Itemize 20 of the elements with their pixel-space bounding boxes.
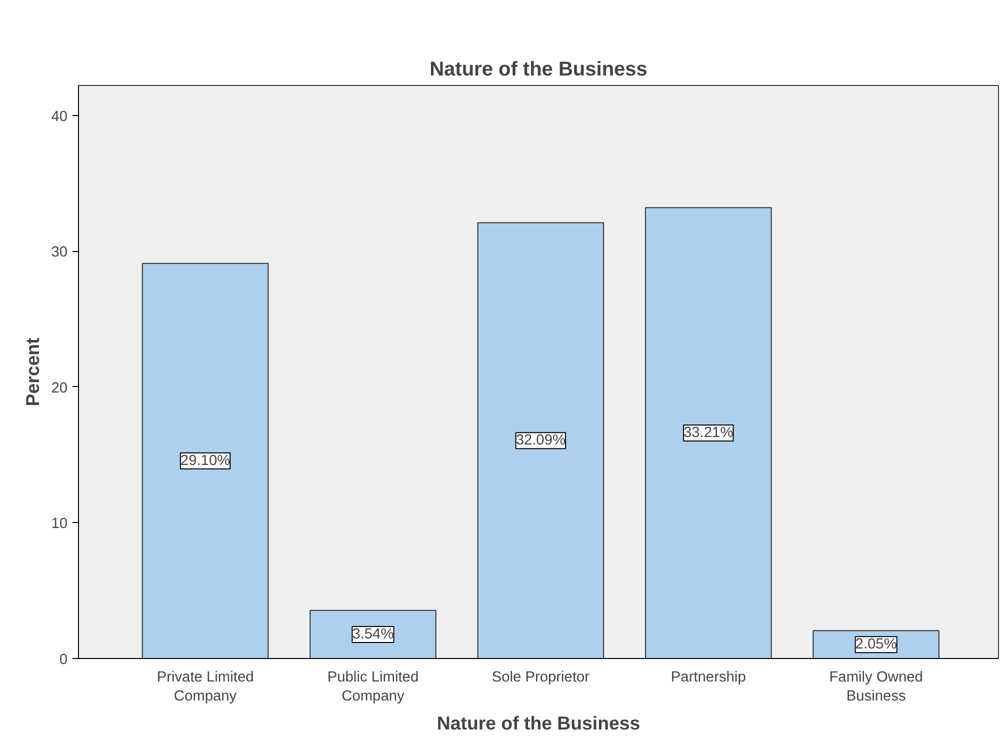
y-tick-label: 0 (59, 652, 68, 668)
chart-title: Nature of the Business (430, 58, 648, 80)
y-tick-label: 10 (51, 516, 68, 532)
data-label: 29.10% (180, 452, 230, 469)
y-tick-label: 30 (51, 244, 68, 261)
x-tick-label: Partnership (670, 670, 746, 686)
bar (142, 262, 269, 658)
x-tick-label: Family Owned Business (829, 670, 923, 705)
x-tick-label: Sole Proprietor (492, 670, 590, 686)
data-label: 32.09% (516, 432, 566, 449)
x-tick-label: Private Limited Company (156, 670, 254, 705)
data-label: 2.05% (855, 636, 897, 653)
x-tick-label: Public Limited Company (327, 670, 419, 705)
x-axis-title: Nature of the Business (436, 712, 640, 734)
bar (644, 207, 772, 658)
y-axis-title: Percent (22, 338, 44, 406)
bar (477, 222, 604, 658)
y-tick-label: 20 (51, 380, 68, 396)
y-tick-label: 40 (51, 108, 68, 125)
bar (310, 610, 436, 658)
